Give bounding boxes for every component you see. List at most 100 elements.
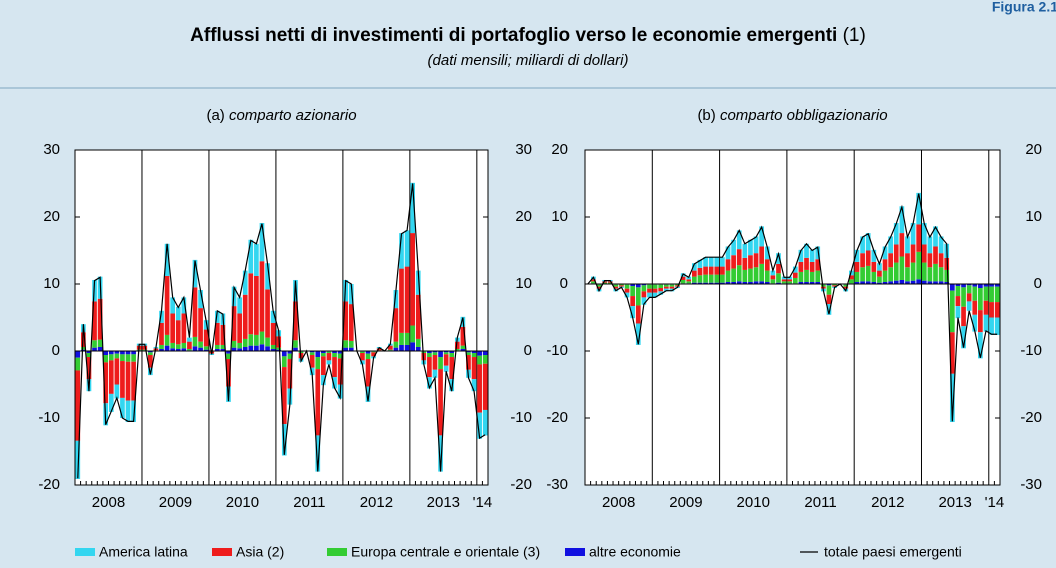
bar-segment [337, 351, 343, 354]
bar-segment [994, 302, 1000, 318]
bar-segment [849, 270, 854, 276]
bar-segment [899, 206, 905, 234]
bar-segment [148, 352, 153, 356]
bar-segment [131, 351, 136, 355]
bar-segment [910, 280, 916, 284]
bar-segment [742, 257, 748, 270]
bar-segment [708, 266, 714, 275]
bar-segment [591, 281, 596, 284]
plot-area [585, 150, 1000, 485]
bar-segment [669, 284, 675, 287]
bar-segment [663, 284, 669, 287]
bar-segment [482, 355, 488, 364]
bar-segment [164, 243, 170, 276]
bar-segment [337, 358, 343, 385]
bar-segment [686, 279, 692, 282]
bar-segment [287, 351, 293, 354]
bar-segment [477, 412, 482, 439]
bar-segment [635, 323, 641, 345]
bar-segment [776, 273, 781, 283]
bar-segment [804, 281, 809, 284]
bar-segment [860, 253, 865, 268]
bar-segment [680, 279, 686, 284]
bar-segment [888, 253, 893, 268]
bar-segment [399, 332, 404, 345]
bar-segment [770, 270, 776, 276]
bar-segment [315, 435, 321, 472]
bar-segment [231, 340, 237, 348]
x-tick-label: 2012 [360, 494, 393, 511]
y-tick-label: -30 [546, 476, 568, 493]
x-tick-label: 2011 [804, 494, 836, 511]
bar-segment [607, 281, 613, 283]
bar-segment [159, 310, 164, 323]
bar-segment [949, 332, 955, 374]
bar-segment [630, 286, 636, 297]
bar-segment [376, 348, 382, 351]
bar-segment [978, 284, 983, 289]
bar-segment [237, 297, 242, 314]
bar-segment [809, 271, 815, 282]
bar-segment [675, 284, 680, 286]
bar-segment [454, 348, 460, 351]
bar-segment [148, 351, 153, 353]
bar-segment [748, 268, 753, 282]
bar-segment [281, 356, 287, 368]
bar-segment [81, 349, 86, 351]
bar-segment [460, 326, 466, 346]
bar-segment [265, 337, 270, 347]
bar-segment [75, 357, 81, 371]
bar-segment [159, 322, 164, 345]
bar-segment [321, 351, 326, 354]
bar-segment [131, 354, 136, 362]
bar-segment [714, 274, 720, 283]
bar-segment [203, 349, 209, 351]
bar-segment [972, 314, 978, 332]
bar-segment [454, 341, 460, 349]
bar-segment [181, 348, 187, 351]
bar-segment [652, 288, 658, 293]
bar-segment [159, 344, 164, 349]
figure-label: Figura 2.1 [992, 0, 1056, 15]
bar-segment [697, 275, 703, 283]
bar-segment [449, 353, 455, 358]
bar-segment [910, 244, 916, 263]
bar-segment [287, 359, 293, 389]
bar-segment [75, 440, 81, 479]
bar-segment [624, 288, 630, 293]
bar-segment [438, 351, 443, 358]
bar-segment [415, 338, 421, 347]
bar-segment [81, 346, 86, 350]
bar-segment [736, 265, 742, 282]
bar-segment [214, 310, 220, 323]
total-line [587, 193, 998, 422]
bar-segment [276, 349, 282, 351]
bar-segment [753, 267, 759, 282]
bar-segment [854, 261, 860, 272]
bar-segment [427, 351, 432, 354]
bar-segment [175, 320, 181, 345]
bar-segment [978, 288, 983, 311]
bar-segment [237, 342, 242, 349]
bar-segment [927, 236, 933, 254]
bar-segment [142, 349, 148, 351]
bar-segment [443, 352, 449, 355]
bar-segment [938, 236, 944, 254]
bar-segment [466, 351, 471, 353]
bar-segment [619, 285, 624, 287]
bar-segment [663, 286, 669, 289]
bar-segment [114, 351, 120, 354]
bar-segment [753, 281, 759, 284]
bar-segment [647, 292, 652, 298]
bar-segment [905, 281, 910, 284]
bar-segment [759, 226, 765, 247]
bar-segment [635, 284, 641, 288]
bar-segment [736, 249, 742, 266]
bar-segment [449, 357, 455, 380]
y2-tick-label: -10 [1020, 342, 1042, 359]
bar-segment [248, 334, 254, 346]
bar-segment [905, 253, 910, 268]
bar-segment [815, 281, 821, 284]
bar-segment [944, 257, 950, 270]
bar-segment [759, 263, 765, 282]
